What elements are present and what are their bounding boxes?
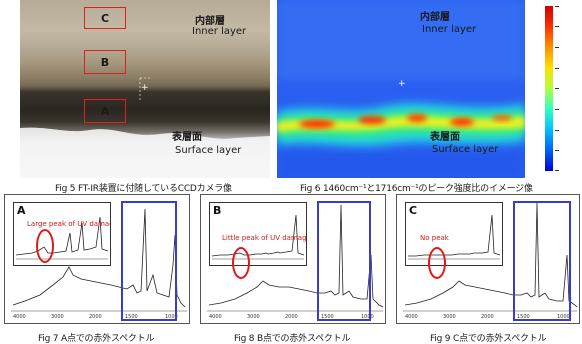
fig9-uv-peak-ellipse	[428, 247, 446, 279]
fig9-spectrum-panel: 4000 3000 2000 1500 1000 C No peak	[396, 194, 580, 324]
svg-text:1000: 1000	[165, 314, 178, 320]
fig7-spectrum-panel: 4000 3000 2000 1500 1000 A Large peak of UV …	[4, 194, 190, 324]
fig7-inset-letter: A	[17, 204, 26, 217]
fig6-ratio-image: + 内部層 Inner layer 表層面 Surface layer	[277, 0, 525, 178]
fig9-inset-letter: C	[409, 204, 418, 217]
fig7-spectrum-plot: 4000 3000 2000 1500 1000	[11, 208, 187, 320]
svg-text:1500: 1500	[321, 314, 334, 320]
fig5-caption: Fig 5 FT-IR装置に付随しているCCDカメラ像	[55, 184, 232, 194]
surface-layer-label-en: Surface layer	[432, 144, 499, 155]
svg-text:2000: 2000	[285, 314, 298, 320]
svg-text:3000: 3000	[51, 314, 64, 320]
svg-text:1500: 1500	[125, 314, 138, 320]
svg-text:2000: 2000	[481, 314, 494, 320]
crosshair-icon: +	[141, 83, 149, 93]
inner-layer-label-en: Inner layer	[192, 26, 247, 37]
fig6-caption: Fig 6 1460cm⁻¹と1716cm⁻¹のピーク強度比のイメージ像	[300, 184, 533, 194]
fig9-caption: Fig 9 C点での赤外スペクトル	[430, 334, 547, 344]
inner-layer-label-en: Inner layer	[422, 24, 477, 35]
fig8-peak-region-box	[317, 201, 371, 321]
fig8-spectrum-plot: 4000 3000 2000 1500 1000	[207, 204, 384, 320]
svg-text:1000: 1000	[361, 314, 374, 320]
svg-text:1500: 1500	[517, 314, 530, 320]
fig8-annotation: Little peak of UV damage	[222, 234, 307, 242]
point-a-box: A	[84, 99, 126, 123]
surface-layer-label-jp: 表層面	[430, 132, 460, 143]
colorbar-ticks	[555, 6, 561, 171]
fig7-uv-peak-ellipse	[36, 229, 54, 263]
colorbar	[545, 6, 553, 171]
fig7-inset-plot	[15, 216, 109, 260]
fig8-caption: Fig 8 B点での赤外スペクトル	[234, 334, 351, 344]
crosshair-icon: +	[398, 79, 406, 89]
inner-layer-label-jp: 内部層	[420, 12, 450, 23]
ratio-heatmap	[277, 0, 525, 178]
fig8-uv-peak-ellipse	[232, 247, 250, 279]
surface-layer-label-jp: 表層面	[172, 132, 202, 143]
surface-boundary	[20, 77, 270, 178]
fig9-spectrum-plot: 4000 3000 2000 1500 1000	[403, 202, 578, 320]
svg-text:4000: 4000	[405, 314, 418, 320]
fig8-inset-letter: B	[213, 204, 222, 217]
fig8-spectrum-panel: 4000 3000 2000 1500 1000 B Little peak of UV…	[200, 194, 386, 324]
fig9-annotation: No peak	[420, 234, 449, 242]
fig7-peak-region-box	[121, 201, 177, 321]
fig8-inset: B Little peak of UV damage	[209, 202, 307, 266]
svg-text:4000: 4000	[13, 314, 26, 320]
point-c-box: C	[84, 7, 126, 29]
fig7-caption: Fig 7 A点での赤外スペクトル	[38, 334, 155, 344]
fig5-ccd-image: + C B A 内部層 Inner layer 表層面 Surface laye…	[20, 0, 270, 178]
point-b-box: B	[84, 50, 126, 74]
surface-layer-label-en: Surface layer	[175, 145, 242, 156]
svg-text:4000: 4000	[209, 314, 222, 320]
svg-text:1000: 1000	[557, 314, 570, 320]
svg-text:2000: 2000	[89, 314, 102, 320]
fig7-annotation: Large peak of UV damage	[27, 220, 111, 228]
svg-text:3000: 3000	[247, 314, 260, 320]
fig9-peak-region-box	[513, 201, 571, 321]
inner-layer-label-jp: 内部層	[195, 16, 225, 27]
svg-text:3000: 3000	[443, 314, 456, 320]
fig9-inset: C No peak	[405, 202, 503, 266]
fig7-inset: A Large peak of UV damage	[13, 202, 111, 266]
